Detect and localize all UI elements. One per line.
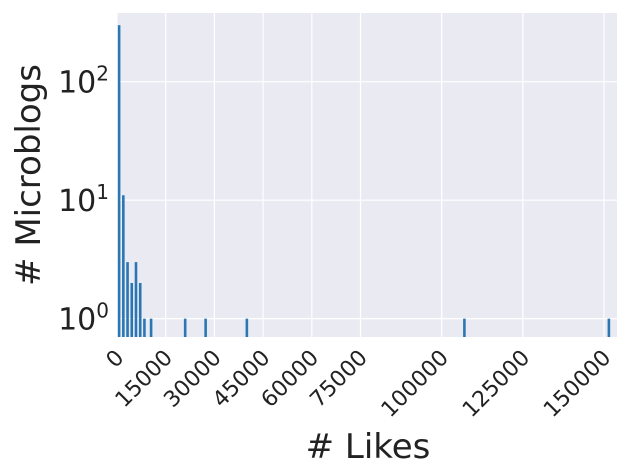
histogram-bar <box>134 262 138 337</box>
histogram-bar <box>245 318 249 337</box>
histogram-bar <box>143 318 146 337</box>
y-tick-label: 102 <box>58 62 109 101</box>
histogram-bar <box>138 282 142 337</box>
y-axis-ticks: 100 101 102 <box>58 62 109 338</box>
histogram-bar <box>607 318 611 337</box>
histogram-bar <box>183 318 187 337</box>
histogram-bar <box>117 25 121 337</box>
x-tick-label: 150000 <box>539 346 616 423</box>
x-tick-label: 125000 <box>458 346 535 423</box>
x-tick-label: 0 <box>102 346 130 374</box>
histogram-bar <box>204 318 207 337</box>
histogram-bar <box>463 318 466 337</box>
histogram-bar <box>126 262 129 337</box>
x-axis-label: # Likes <box>306 427 431 467</box>
grid-lines <box>116 13 617 337</box>
bar-series <box>117 25 611 337</box>
y-tick-label: 101 <box>58 180 109 219</box>
y-tick-label: 100 <box>58 299 109 338</box>
histogram-bar <box>149 318 153 337</box>
x-tick-label: 100000 <box>377 346 454 423</box>
y-axis-label: # Microblogs <box>9 64 49 286</box>
plot-area <box>117 13 617 337</box>
histogram-bar <box>122 195 125 337</box>
histogram-bar <box>130 282 134 337</box>
